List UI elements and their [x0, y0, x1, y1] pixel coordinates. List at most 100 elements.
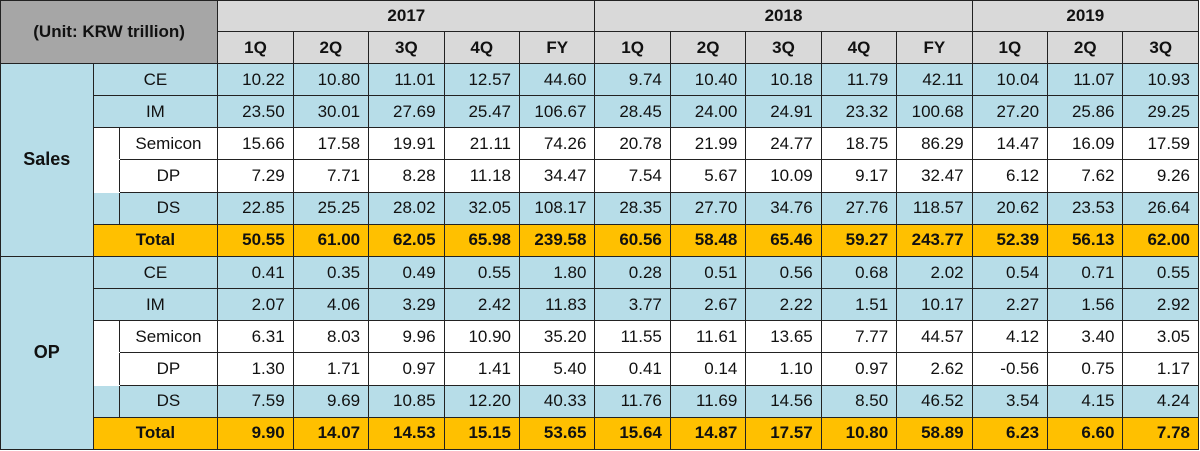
value-cell: 1.10 — [745, 352, 822, 386]
value-cell: 23.32 — [820, 95, 898, 129]
year-header-row: (Unit: KRW trillion) 2017 2018 2019 — [0, 0, 1200, 64]
table-body: Sales CE 10.22 10.80 11.01 12.57 44.60 9.74 10.4… — [0, 62, 1199, 451]
total-value-cell: 50.55 — [217, 223, 294, 257]
value-cell: 0.71 — [1047, 255, 1124, 290]
value-cell: 100.68 — [896, 95, 973, 129]
table-row: DP 7.29 7.71 8.28 11.18 34.47 7.54 5.67 10.09 9.1… — [1, 159, 1199, 193]
value-cell: 0.97 — [820, 352, 898, 386]
row-label: DS — [118, 384, 219, 418]
value-cell: 34.76 — [745, 191, 822, 225]
indent-cell — [92, 384, 120, 418]
value-cell: 9.74 — [594, 62, 671, 97]
total-value-cell: 239.58 — [518, 223, 596, 257]
value-cell: 46.52 — [896, 384, 973, 418]
total-value-cell: 62.00 — [1122, 223, 1199, 257]
value-cell: 1.41 — [443, 352, 520, 386]
indent-cell — [92, 159, 120, 193]
value-cell: 12.57 — [443, 62, 520, 97]
value-cell: 9.17 — [820, 159, 898, 193]
value-cell: 17.58 — [292, 127, 370, 161]
total-value-cell: 60.56 — [594, 223, 671, 257]
value-cell: 44.57 — [896, 320, 973, 354]
value-cell: 27.69 — [368, 95, 445, 129]
section-label: OP — [0, 255, 94, 451]
column-header: 4Q — [443, 31, 520, 64]
value-cell: 2.42 — [443, 288, 520, 322]
value-cell: 10.18 — [745, 62, 822, 97]
column-header: 4Q — [820, 31, 898, 64]
value-cell: 0.55 — [443, 255, 520, 290]
column-header: FY — [518, 31, 596, 64]
total-value-cell: 53.65 — [518, 416, 596, 451]
value-cell: 1.17 — [1122, 352, 1199, 386]
value-cell: 42.11 — [896, 62, 973, 97]
value-cell: 10.22 — [217, 62, 294, 97]
value-cell: 21.11 — [443, 127, 520, 161]
value-cell: 29.25 — [1122, 95, 1199, 129]
value-cell: 4.06 — [292, 288, 370, 322]
value-cell: 24.00 — [669, 95, 747, 129]
value-cell: 11.69 — [669, 384, 747, 418]
value-cell: 6.31 — [217, 320, 294, 354]
value-cell: 108.17 — [518, 191, 596, 225]
row-label: IM — [92, 288, 219, 322]
value-cell: 2.27 — [971, 288, 1049, 322]
table-row: DS 22.85 25.25 28.02 32.05 108.17 28.35 27.70 34… — [1, 191, 1199, 225]
table-row: DP 1.30 1.71 0.97 1.41 5.40 0.41 0.14 1.10 0.97 2.… — [1, 352, 1199, 386]
total-value-cell: 14.87 — [669, 416, 747, 451]
value-cell: 12.20 — [443, 384, 520, 418]
total-value-cell: 58.48 — [669, 223, 747, 257]
value-cell: 1.30 — [217, 352, 294, 386]
total-value-cell: 10.80 — [820, 416, 898, 451]
value-cell: 24.77 — [745, 127, 822, 161]
indent-cell — [92, 127, 120, 161]
value-cell: 32.47 — [896, 159, 973, 193]
value-cell: 13.65 — [745, 320, 822, 354]
value-cell: 11.18 — [443, 159, 520, 193]
value-cell: -0.56 — [971, 352, 1049, 386]
total-value-cell: 58.89 — [896, 416, 973, 451]
total-value-cell: 52.39 — [971, 223, 1049, 257]
value-cell: 11.07 — [1047, 62, 1124, 97]
table-row: Semicon 6.31 8.03 9.96 10.90 35.20 11.55 11.61 1… — [1, 320, 1199, 354]
value-cell: 10.90 — [443, 320, 520, 354]
year-header: 2019 — [971, 0, 1200, 32]
value-cell: 24.91 — [745, 95, 822, 129]
value-cell: 2.92 — [1122, 288, 1199, 322]
value-cell: 2.62 — [896, 352, 973, 386]
total-value-cell: 17.57 — [745, 416, 822, 451]
table-row: Semicon 15.66 17.58 19.91 21.11 74.26 20.78 21.… — [1, 127, 1199, 161]
total-value-cell: 6.23 — [971, 416, 1049, 451]
value-cell: 28.45 — [594, 95, 671, 129]
column-header: 3Q — [745, 31, 822, 64]
value-cell: 7.54 — [594, 159, 671, 193]
value-cell: 11.61 — [669, 320, 747, 354]
value-cell: 11.76 — [594, 384, 671, 418]
column-header: FY — [896, 31, 973, 64]
value-cell: 23.50 — [217, 95, 294, 129]
total-label: Total — [92, 416, 219, 451]
value-cell: 0.56 — [745, 255, 822, 290]
value-cell: 16.09 — [1047, 127, 1124, 161]
value-cell: 27.70 — [669, 191, 747, 225]
value-cell: 7.71 — [292, 159, 370, 193]
value-cell: 14.47 — [971, 127, 1049, 161]
value-cell: 23.53 — [1047, 191, 1124, 225]
value-cell: 26.64 — [1122, 191, 1199, 225]
value-cell: 28.02 — [368, 191, 445, 225]
value-cell: 4.24 — [1122, 384, 1199, 418]
value-cell: 9.96 — [368, 320, 445, 354]
total-row: Total 50.55 61.00 62.05 65.98 239.58 60.56 58.4… — [1, 223, 1199, 257]
value-cell: 15.66 — [217, 127, 294, 161]
column-header: 1Q — [971, 31, 1049, 64]
section-label: Sales — [0, 63, 94, 257]
total-value-cell: 62.05 — [368, 223, 445, 257]
value-cell: 10.04 — [971, 62, 1049, 97]
value-cell: 25.25 — [292, 191, 370, 225]
value-cell: 10.17 — [896, 288, 973, 322]
value-cell: 32.05 — [443, 191, 520, 225]
total-value-cell: 65.46 — [745, 223, 822, 257]
column-header: 1Q — [594, 31, 671, 64]
value-cell: 0.97 — [368, 352, 445, 386]
